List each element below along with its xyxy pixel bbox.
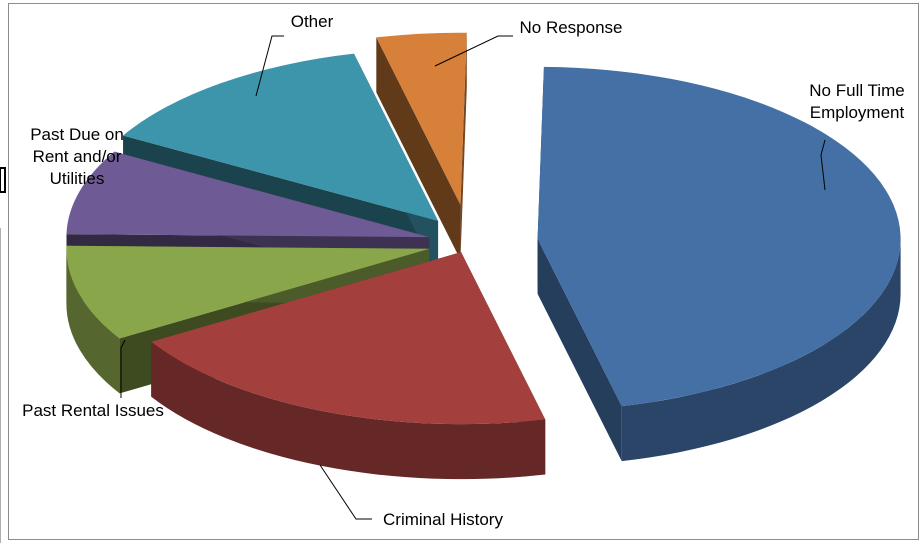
slice-rim (66, 248, 120, 394)
leader-line (120, 339, 126, 398)
pie-slice-0 (537, 66, 901, 462)
slice-top (151, 252, 546, 425)
slice-top (376, 32, 467, 205)
slice-label: No Response (519, 18, 622, 37)
slice-rim (621, 238, 901, 462)
leader-line (255, 35, 284, 97)
slice-label: Other (291, 12, 334, 31)
slice-label: Criminal History (383, 510, 503, 529)
slice-rim (151, 341, 546, 480)
slice-label: Past Rental Issues (22, 401, 164, 420)
leader-line (319, 464, 372, 520)
slice-top (66, 245, 430, 339)
slice-side-wall (376, 37, 461, 260)
left-edge-fragment (0, 167, 6, 193)
slice-top (123, 53, 439, 221)
pie-slice-5 (376, 32, 467, 260)
leader-line (434, 35, 513, 67)
slice-top (66, 151, 430, 238)
slice-top (537, 66, 901, 407)
slice-label: No Full Time Employment (809, 81, 904, 122)
slice-label: Past Due on Rent and/or Utilities (30, 125, 124, 188)
slice-side-wall (460, 32, 467, 260)
pie-slice-1 (151, 252, 546, 480)
slice-side-wall (537, 238, 622, 462)
leader-line (820, 139, 826, 191)
